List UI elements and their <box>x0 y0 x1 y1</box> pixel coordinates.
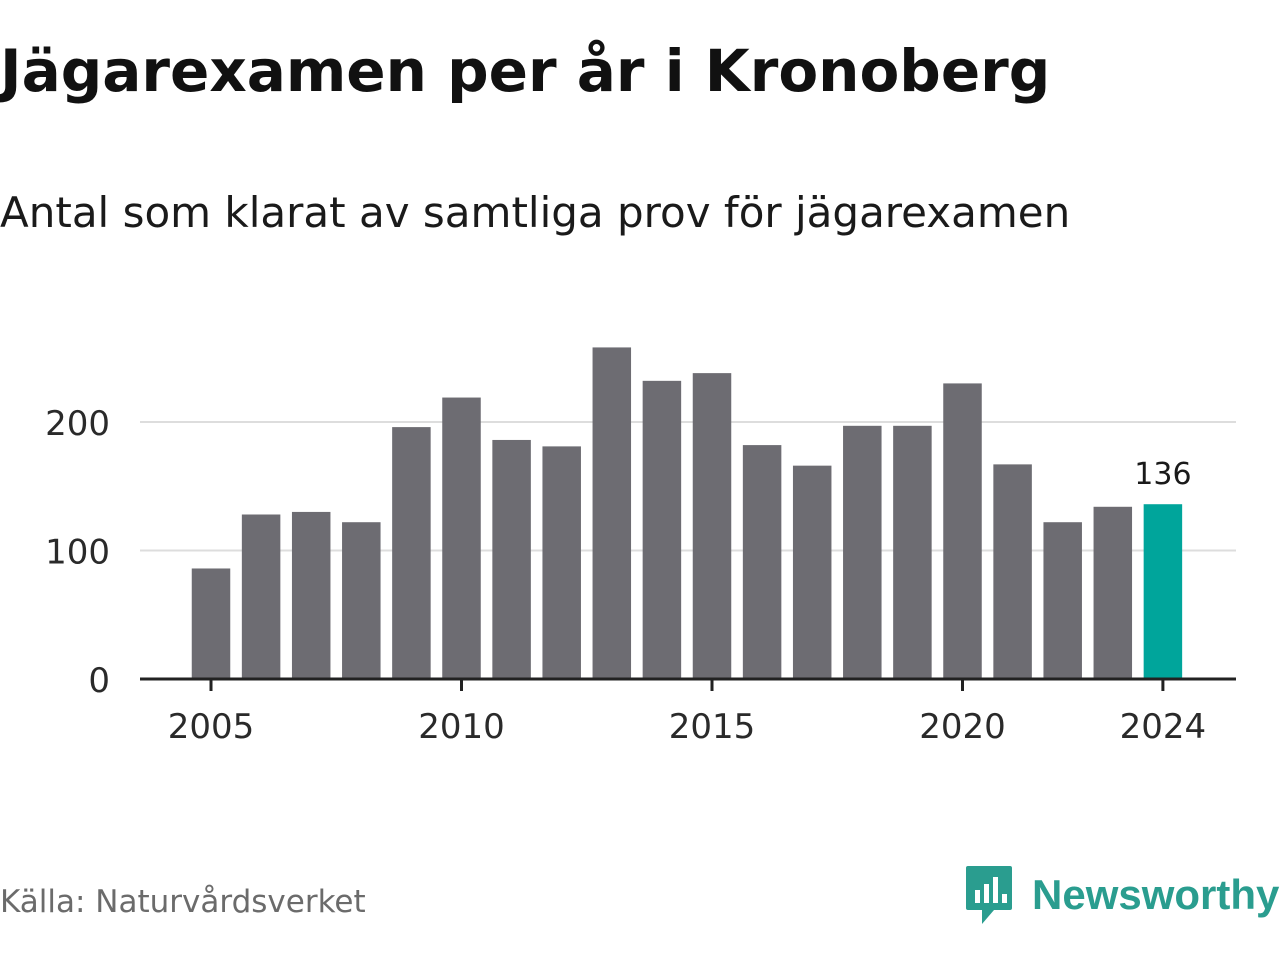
x-tick-label: 2020 <box>919 707 1006 747</box>
source-note: Källa: Naturvårdsverket <box>0 884 366 920</box>
chart-subtitle: Antal som klarat av samtliga prov för jä… <box>0 188 1071 237</box>
brand-logo: Newsworthy <box>964 864 1279 926</box>
bar-2021 <box>993 464 1032 679</box>
x-tick-label: 2024 <box>1120 707 1207 747</box>
bar-2017 <box>792 465 832 679</box>
bar-2020 <box>943 383 982 679</box>
chart-speech-bubble-icon <box>966 866 1012 924</box>
bar-2016 <box>742 445 782 679</box>
bar-2012 <box>542 446 581 679</box>
bar-2019 <box>893 425 932 679</box>
data-label-2024: 136 <box>1134 457 1191 492</box>
bar-2011 <box>492 439 531 679</box>
bar-2024 <box>1143 504 1183 679</box>
x-tick-label: 2010 <box>418 707 505 747</box>
x-tick-label: 2005 <box>168 707 255 747</box>
brand-name: Newsworthy <box>1032 871 1280 918</box>
y-tick-label: 100 <box>45 532 110 572</box>
bar-chart: 0 100 200 136 2005 2010 2015 2020 2024 <box>45 347 1236 747</box>
bar-2018 <box>843 425 882 679</box>
x-tick-label: 2015 <box>669 707 756 747</box>
bar-2009 <box>392 427 431 679</box>
bar-2006 <box>241 514 281 679</box>
bar-2010 <box>442 397 481 679</box>
bar-2022 <box>1043 522 1082 679</box>
y-tick-label: 200 <box>45 404 110 444</box>
bar-2015 <box>692 373 732 679</box>
bar-2013 <box>592 347 632 679</box>
bar-2005 <box>191 568 231 679</box>
y-tick-label: 0 <box>88 661 110 701</box>
bar-2014 <box>642 380 682 679</box>
bar-2023 <box>1093 506 1133 679</box>
chart-title: Jägarexamen per år i Kronoberg <box>0 37 1051 105</box>
bar-2008 <box>342 522 381 679</box>
bar-2007 <box>291 511 331 679</box>
